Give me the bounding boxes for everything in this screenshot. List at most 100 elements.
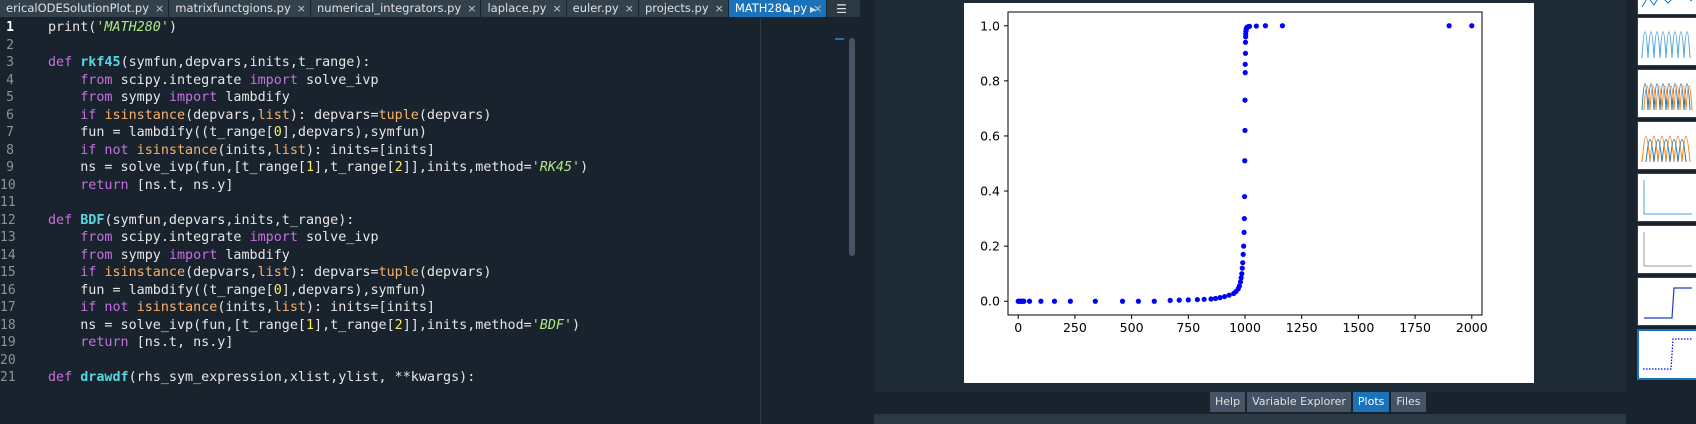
data-point <box>1038 298 1044 304</box>
code-token: list <box>273 142 306 158</box>
data-point <box>1194 296 1200 303</box>
y-tick-label: 1.0 <box>980 18 1000 33</box>
pane-tab-files[interactable]: Files <box>1391 392 1426 412</box>
code-line[interactable]: ns = solve_ivp(fun,[t_range[1],t_range[2… <box>48 316 580 335</box>
editor-scrollbar[interactable] <box>848 38 856 424</box>
code-token: [ns.t, ns.y] <box>136 177 234 193</box>
plot-thumbnail-8[interactable] <box>1637 329 1696 380</box>
plot-thumbnail-3[interactable] <box>1637 69 1696 118</box>
data-point <box>1242 127 1248 134</box>
code-token: 1 <box>305 160 315 175</box>
code-line[interactable]: def BDF(symfun,depvars,inits,t_range): <box>48 211 354 230</box>
tab-menu-icon[interactable]: ☰ <box>836 1 847 16</box>
plot-thumbnail-2[interactable] <box>1637 17 1696 66</box>
pane-splitter[interactable] <box>860 0 874 424</box>
code-token: ) <box>572 317 581 333</box>
line-number: 15 <box>0 265 16 280</box>
code-token: solve_ivp <box>306 230 379 245</box>
editor-tab[interactable]: matrixfunctgions.py × <box>169 0 311 17</box>
pane-tab-plots[interactable]: Plots <box>1352 392 1390 412</box>
code-token: (inits, <box>217 300 274 315</box>
pane-tab-help[interactable]: Help <box>1210 392 1246 412</box>
plot-thumbnail-5[interactable] <box>1637 173 1696 222</box>
line-number: 8 <box>6 142 14 158</box>
code-line[interactable]: if not isinstance(inits,list): inits=[in… <box>48 141 435 160</box>
code-line[interactable]: print('MATH280') <box>48 18 177 37</box>
code-token: ) <box>168 20 177 35</box>
line-number: 11 <box>0 195 16 210</box>
code-line[interactable]: from sympy import lambdify <box>48 88 290 107</box>
data-point <box>1253 23 1259 29</box>
code-line[interactable]: ns = solve_ivp(fun,[t_range[1],t_range[2… <box>48 158 588 177</box>
code-token: def <box>48 212 81 228</box>
plot-thumbnail-6[interactable] <box>1637 225 1696 274</box>
x-tick-label: 1250 <box>1286 320 1318 335</box>
code-token: ],t_range[ <box>314 317 395 333</box>
editor-tab[interactable]: MATH280.py × <box>728 0 828 17</box>
tab-next-icon[interactable]: ▸ <box>810 1 817 16</box>
code-line[interactable]: from scipy.integrate import solve_ivp <box>48 71 379 90</box>
close-icon[interactable]: × <box>296 2 306 15</box>
code-token: import <box>168 90 226 105</box>
data-point <box>1092 298 1098 304</box>
line-number: 18 <box>0 317 16 333</box>
code-line[interactable]: def rkf45(symfun,depvars,inits,t_range): <box>48 53 370 72</box>
close-icon[interactable]: × <box>624 2 634 15</box>
close-icon[interactable]: × <box>155 2 165 15</box>
code-line[interactable]: if isinstance(depvars,list): depvars=tup… <box>48 106 491 125</box>
code-line[interactable]: return [ns.t, ns.y] <box>48 333 233 352</box>
close-icon[interactable]: × <box>813 2 823 15</box>
line-number: 12 <box>0 212 16 228</box>
code-token: from <box>48 247 121 263</box>
editor-tab[interactable]: numerical_integrators.py × <box>311 0 482 17</box>
data-point <box>1469 23 1475 29</box>
close-icon[interactable]: × <box>714 2 724 15</box>
code-token: ) <box>580 160 589 175</box>
code-token: ],t_range[ <box>314 160 395 175</box>
code-token: fun = lambdify((t_range[ <box>48 282 274 298</box>
code-token: ]],inits,method= <box>402 160 532 175</box>
code-token: isinstance <box>136 142 218 158</box>
pane-tab-variable-explorer[interactable]: Variable Explorer <box>1247 392 1351 412</box>
code-token: solve_ivp <box>306 72 379 88</box>
code-token: ],depvars),symfun) <box>281 282 427 298</box>
code-token: (depvars, <box>185 107 258 123</box>
code-token: from <box>48 90 121 105</box>
code-token: if not <box>48 300 137 315</box>
plot-thumbnail-4[interactable] <box>1637 121 1696 170</box>
editor-tab[interactable]: ericalODESolutionPlot.py × <box>0 0 170 17</box>
plot-thumbnail-7[interactable] <box>1637 277 1696 326</box>
code-token: ): inits=[inits] <box>306 300 435 315</box>
code-line[interactable]: from sympy import lambdify <box>48 246 290 265</box>
plot-thumbnail-1[interactable] <box>1637 0 1696 15</box>
code-line[interactable]: from scipy.integrate import solve_ivp <box>48 228 379 247</box>
code-line[interactable]: fun = lambdify((t_range[0],depvars),symf… <box>48 123 427 142</box>
tab-navigation: ◂ ▸ ☰ <box>778 0 866 17</box>
line-number: 3 <box>6 55 14 70</box>
data-point <box>1185 297 1191 303</box>
code-token: (rhs_sym_expression,xlist,ylist, **kwarg… <box>128 370 476 385</box>
tab-prev-icon[interactable]: ◂ <box>784 1 791 16</box>
code-token: fun = lambdify((t_range[ <box>48 125 274 140</box>
line-number: 10 <box>0 177 16 193</box>
code-line[interactable]: if isinstance(depvars,list): depvars=tup… <box>48 263 491 282</box>
close-icon[interactable]: × <box>467 2 477 15</box>
editor-scrollbar-thumb[interactable] <box>849 38 855 256</box>
close-icon[interactable]: × <box>552 2 562 15</box>
code-token: sympy <box>120 90 169 105</box>
editor-tab[interactable]: projects.py × <box>638 0 729 17</box>
x-tick-label: 1750 <box>1399 320 1431 335</box>
code-line[interactable]: return [ns.t, ns.y] <box>48 176 233 195</box>
code-line[interactable]: if not isinstance(inits,list): inits=[in… <box>48 298 435 317</box>
editor-tab[interactable]: laplace.py × <box>481 0 567 17</box>
code-line[interactable]: fun = lambdify((t_range[0],depvars),symf… <box>48 281 427 300</box>
code-token: from <box>48 230 121 245</box>
thumbnail-splitter[interactable] <box>1626 0 1634 424</box>
code-line[interactable]: def drawdf(rhs_sym_expression,xlist,ylis… <box>48 368 475 387</box>
data-point <box>1151 298 1157 304</box>
code-editor[interactable]: 1 2 3 4 5 6 7 8 9 10 11 12 13 14 15 16 17 18 19 20 21 print(… <box>0 18 860 424</box>
data-point <box>1242 97 1248 103</box>
y-tick-label: 0.4 <box>980 184 1000 199</box>
line-number: 13 <box>0 230 16 245</box>
editor-tab[interactable]: euler.py × <box>566 0 639 17</box>
